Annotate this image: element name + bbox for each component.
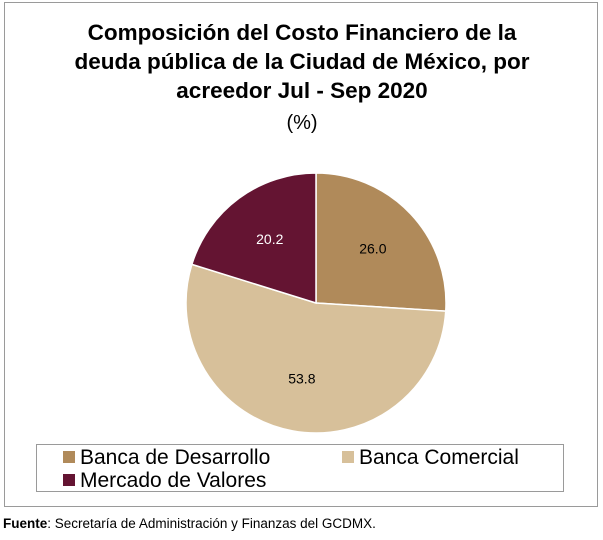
legend-item-banca-de-desarrollo: Banca de Desarrollo [63,446,270,470]
data-label-banca-de-desarrollo: 26.0 [359,240,386,256]
legend-swatch-banca-de-desarrollo [63,451,75,463]
chart-frame [4,2,598,507]
title-line-3: acreedor Jul - Sep 2020 [176,78,428,103]
legend-swatch-banca-comercial [342,451,354,463]
title-line-1: Composición del Costo Financiero de la [87,20,517,45]
source-note: Fuente: Secretaría de Administración y F… [3,516,376,531]
pie-slice-mercado-de-valores [190,172,317,305]
data-label-mercado-de-valores: 20.2 [256,231,283,247]
chart-title: Composición del Costo Financiero de la d… [8,18,596,105]
legend-item-mercado-de-valores: Mercado de Valores [63,469,266,493]
source-label: Fuente [3,516,48,531]
legend-item-banca-comercial: Banca Comercial [342,446,519,470]
legend-swatch-mercado-de-valores [63,474,75,486]
legend-label-banca-de-desarrollo: Banca de Desarrollo [80,446,271,469]
chart-legend: Banca de Desarrollo Banca Comercial Merc… [36,444,564,492]
pie-slice-banca-comercial [185,263,447,434]
chart-subtitle: (%) [286,112,318,134]
source-text: : Secretaría de Administración y Finanza… [47,516,376,531]
legend-label-banca-comercial: Banca Comercial [359,446,519,469]
data-label-banca-comercial: 53.8 [288,370,315,386]
legend-label-mercado-de-valores: Mercado de Valores [80,469,267,492]
title-line-2: deuda pública de la Ciudad de México, po… [74,49,530,74]
pie-slice-banca-de-desarrollo [315,172,447,312]
